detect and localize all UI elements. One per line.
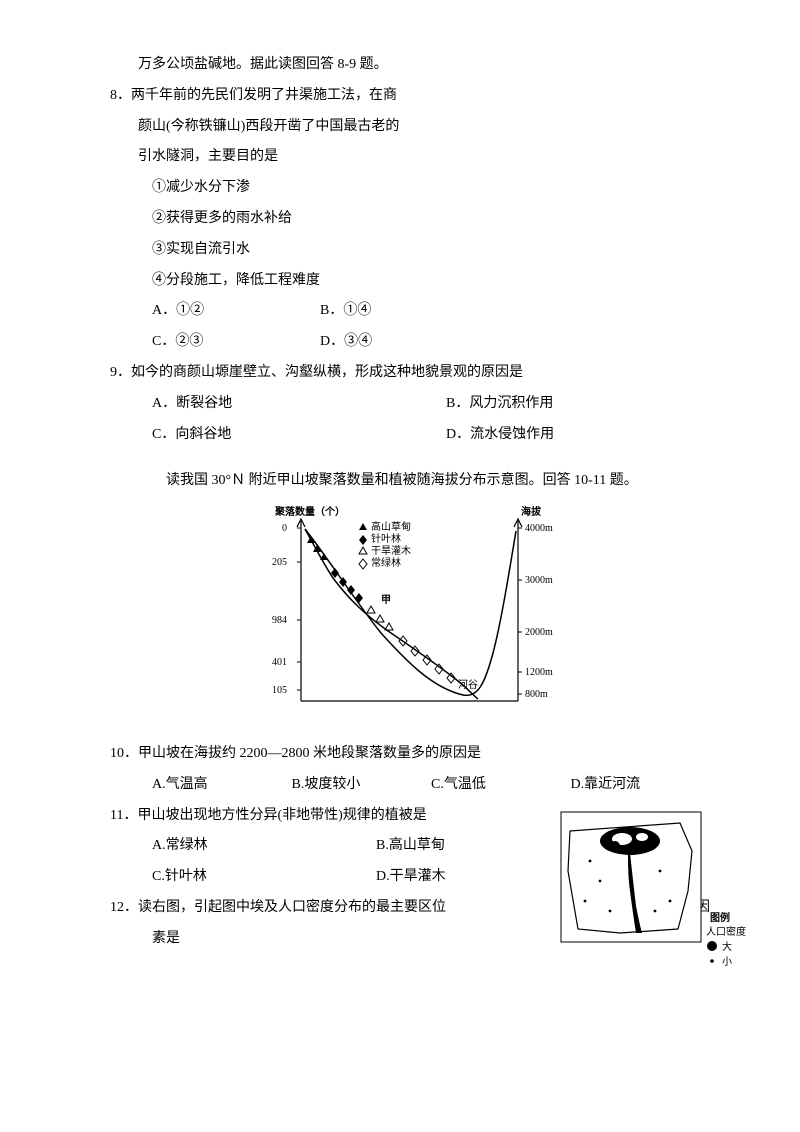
chart-label-valley: 河谷 [458,679,478,691]
q10-option-c: C.气温低 [431,770,571,801]
q8-option-b: B．①④ [320,296,488,327]
q8-statement-1: ①减少水分下渗 [110,173,710,204]
q8-stem-line3: 引水隧洞，主要目的是 [110,142,710,173]
q8-statement-2: ②获得更多的雨水补给 [110,204,710,235]
chart-rtick-3: 1200m [525,667,553,678]
q10-option-b: B.坡度较小 [292,770,432,801]
map-legend-title: 图例 [710,911,730,924]
chart-ltick-0: 0 [282,523,287,534]
q12-stem-main: 12．读右图，引起图中埃及人口密度分布的最主要区位 [110,900,446,915]
q8-statement-4: ④分段施工，降低工程难度 [110,266,710,297]
q8-option-a: A．①② [152,296,320,327]
chart-rtick-4: 800m [525,689,548,700]
q8-option-d: D．③④ [320,327,488,358]
q8-statement-3: ③实现自流引水 [110,235,710,266]
chart-rtick-0: 4000m [525,523,553,534]
q11-option-d: D.干旱灌木 [376,862,446,893]
map-legend-label: 人口密度 [706,925,746,938]
chart-rtick-1: 3000m [525,575,553,586]
passage-2-intro: 读我国 30°Ｎ 附近甲山坡聚落数量和植被随海拔分布示意图。回答 10-11 题… [110,466,710,497]
map-legend-big: 大 [722,940,732,953]
egypt-density-map: 图例 人口密度 大 小 [560,811,750,976]
q9-stem: 9．如今的商颜山塬崖壁立、沟壑纵横，形成这种地貌景观的原因是 [110,358,710,389]
q9-option-b: B．风力沉积作用 [446,389,553,420]
q11-option-c: C.针叶林 [152,862,376,893]
q8-option-c: C．②③ [152,327,320,358]
chart-left-title: 聚落数量（个） [274,505,345,518]
q10-option-a: A.气温高 [152,770,292,801]
q9-option-d: D．流水侵蚀作用 [446,420,554,451]
chart-rtick-2: 2000m [525,627,553,638]
q9-option-a: A．断裂谷地 [152,396,232,411]
svg-text:常绿林: 常绿林 [371,556,401,569]
map-legend-small: 小 [722,956,732,968]
svg-text:高山草甸: 高山草甸 [371,520,411,533]
chart-ltick-3: 401 [272,657,287,668]
chart-right-title: 海拔 [521,505,542,518]
chart-ltick-2: 984 [272,615,287,626]
intro-continuation: 万多公顷盐碱地。据此读图回答 8-9 题。 [110,50,710,81]
svg-text:针叶林: 针叶林 [371,532,401,545]
svg-text:干旱灌木: 干旱灌木 [371,545,411,557]
q10-option-d: D.靠近河流 [571,770,711,801]
q11-option-a: A.常绿林 [152,831,376,862]
q9-option-c: C．向斜谷地 [152,427,231,442]
chart-ltick-4: 105 [272,685,287,696]
q8-stem-line1: 8．两千年前的先民们发明了井渠施工法，在商 [110,81,710,112]
chart-ltick-1: 205 [272,557,287,568]
elevation-chart-figure: 聚落数量（个） 海拔 0 205 984 401 105 4000m 3000m… [110,503,710,731]
q10-stem: 10．甲山坡在海拔约 2200—2800 米地段聚落数量多的原因是 [110,739,710,770]
q11-option-b: B.高山草甸 [376,831,445,862]
chart-label-jia: 甲 [381,594,391,606]
q8-stem-line2: 颜山(今称铁镰山)西段开凿了中国最古老的 [110,112,710,143]
